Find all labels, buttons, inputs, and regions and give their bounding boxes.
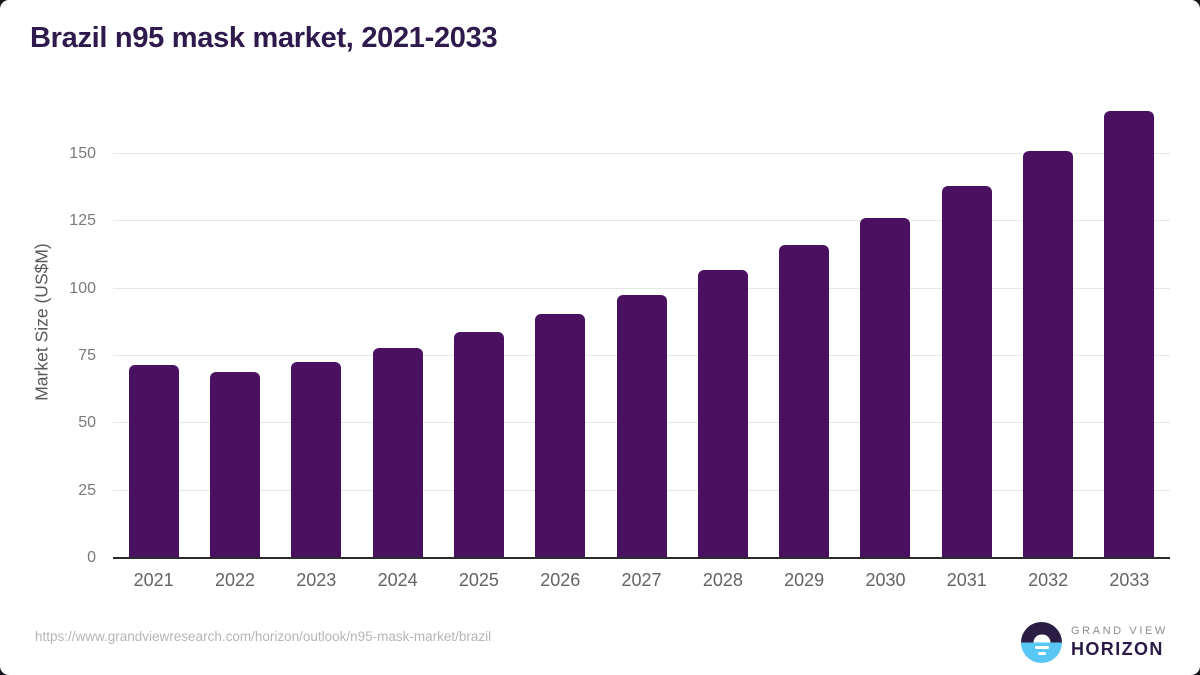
y-tick-25: 25	[78, 481, 96, 499]
bar-2025[interactable]	[453, 331, 504, 558]
bar-2023[interactable]	[291, 362, 342, 558]
x-tick-2029: 2029	[784, 570, 825, 590]
logo-text: GRAND VIEW HORIZON	[1071, 625, 1168, 660]
bar-2030[interactable]	[860, 217, 911, 558]
bar-slot-2029	[764, 244, 845, 558]
y-tick-0: 0	[87, 549, 96, 566]
x-tick-2025: 2025	[458, 570, 499, 590]
bar-2027[interactable]	[616, 294, 667, 558]
bar-slot-2032	[1007, 151, 1088, 558]
bar-slot-2025	[438, 331, 519, 558]
plot-area	[113, 108, 1170, 559]
sun-reflection-line-1	[1034, 645, 1049, 649]
grand-view-horizon-logo[interactable]: GRAND VIEW HORIZON	[1021, 622, 1168, 663]
bars	[113, 108, 1170, 558]
x-axis: 2021 2022 2023 2024 2025 2026 2027 2028 2029 2030…	[113, 570, 1170, 591]
bar-slot-2028	[682, 270, 763, 558]
bar-2028[interactable]	[697, 270, 748, 558]
bar-2032[interactable]	[1023, 151, 1074, 558]
bar-2029[interactable]	[779, 244, 830, 558]
logo-brand-top: GRAND VIEW	[1071, 625, 1168, 637]
x-tick-2024: 2024	[377, 570, 418, 590]
y-tick-125: 125	[69, 212, 96, 230]
x-tick-2027: 2027	[621, 570, 662, 590]
bar-slot-2033	[1089, 111, 1170, 558]
horizon-sun-icon	[1021, 622, 1062, 663]
y-tick-50: 50	[78, 414, 96, 432]
x-tick-2023: 2023	[296, 570, 337, 590]
x-tick-2031: 2031	[946, 570, 987, 590]
bar-slot-2023	[276, 362, 357, 558]
bar-2021[interactable]	[128, 364, 179, 558]
y-tick-75: 75	[78, 346, 96, 364]
bar-2033[interactable]	[1104, 111, 1155, 558]
bar-slot-2022	[194, 371, 275, 558]
sun-reflection-line-2	[1037, 651, 1046, 655]
y-axis: 0 25 50 75 100 125 150	[28, 108, 104, 566]
bar-2026[interactable]	[535, 314, 586, 558]
y-tick-100: 100	[69, 279, 96, 297]
bar-2024[interactable]	[372, 348, 423, 558]
sun-shape	[1033, 634, 1050, 643]
gridline-125	[113, 220, 1170, 222]
x-tick-2030: 2030	[865, 570, 906, 590]
bar-slot-2030	[845, 217, 926, 558]
y-tick-150: 150	[69, 144, 96, 162]
chart-title: Brazil n95 mask market, 2021-2033	[30, 22, 498, 54]
bar-slot-2027	[601, 294, 682, 558]
bar-2022[interactable]	[209, 371, 260, 558]
x-axis-line	[113, 557, 1170, 559]
bar-slot-2021	[113, 364, 194, 558]
x-tick-2032: 2032	[1028, 570, 1069, 590]
x-tick-2022: 2022	[214, 570, 255, 590]
bar-slot-2026	[520, 314, 601, 558]
gridline-150	[113, 152, 1170, 154]
logo-brand-bottom: HORIZON	[1071, 639, 1164, 659]
bar-2031[interactable]	[941, 186, 992, 558]
x-tick-2026: 2026	[540, 570, 581, 590]
x-tick-2021: 2021	[133, 570, 174, 590]
x-tick-2033: 2033	[1109, 570, 1150, 590]
gridline-100	[113, 287, 1170, 289]
bar-slot-2031	[926, 186, 1007, 558]
source-url: https://www.grandviewresearch.com/horizo…	[35, 629, 492, 644]
x-tick-2028: 2028	[702, 570, 743, 590]
bar-slot-2024	[357, 348, 438, 558]
